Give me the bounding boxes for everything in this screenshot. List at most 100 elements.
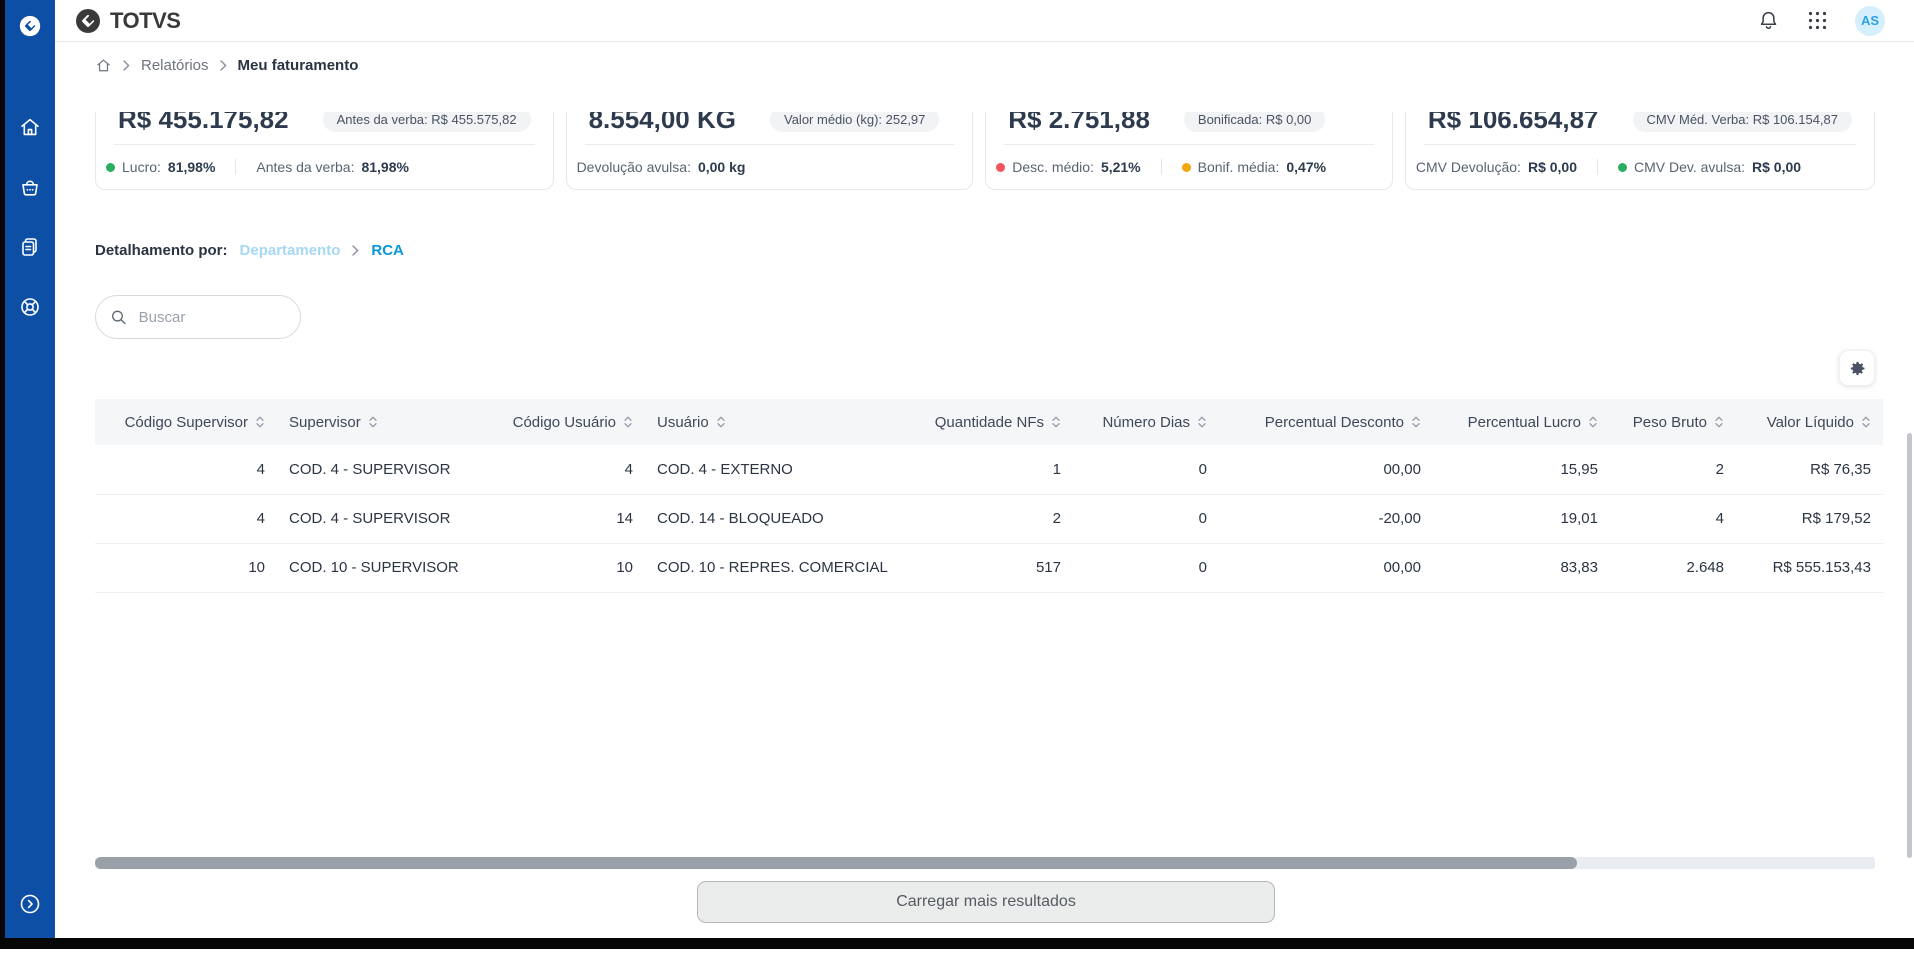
summary-cards: R$ 455.175,82 Antes da verba: R$ 455.575… (95, 112, 1875, 190)
cell-codigo-supervisor: 4 (256, 460, 265, 478)
cell-numero-dias: 0 (1198, 460, 1207, 478)
cell-usuario: COD. 14 - BLOQUEADO (657, 510, 824, 527)
notifications-button[interactable] (1757, 9, 1780, 32)
detail-by-label: Detalhamento por: (95, 242, 228, 259)
stat-cmv-dev-avulsa: CMV Dev. avulsa: R$ 0,00 (1597, 159, 1801, 175)
sort-icon (1715, 416, 1723, 428)
card-descontos: R$ 2.751,88 Bonificada: R$ 0,00 Desc. mé… (985, 112, 1393, 190)
detail-step-rca[interactable]: RCA (371, 242, 404, 259)
table-row: 4 COD. 4 - SUPERVISOR 14 COD. 14 - BLOQU… (95, 494, 1883, 543)
apps-menu-button[interactable] (1807, 10, 1828, 31)
totvs-brand[interactable]: TOTVS (73, 6, 181, 36)
window-left-edge (0, 0, 5, 949)
cell-percentual-lucro: 83,83 (1560, 559, 1598, 576)
results-table: Código Supervisor Supervisor Código Usuá… (95, 399, 1883, 593)
cell-peso-bruto: 4 (1715, 510, 1724, 527)
cell-percentual-desconto: 00,00 (1383, 559, 1421, 576)
sidebar-item-help[interactable] (18, 295, 42, 319)
brand-wordmark: TOTVS (110, 7, 181, 33)
stat-devolucao-avulsa: Devolução avulsa: 0,00 kg (576, 159, 746, 175)
help-buoy-icon (21, 298, 39, 316)
card-badge: CMV Méd. Verba: R$ 106.154,87 (1632, 112, 1853, 132)
column-header-supervisor[interactable]: Supervisor (277, 399, 470, 445)
divider (1423, 144, 1857, 145)
stat-lucro: Lucro: 81,98% (106, 159, 215, 175)
card-value: R$ 106.654,87 (1427, 112, 1599, 134)
search-icon (112, 310, 126, 324)
table-settings-button[interactable] (1839, 350, 1875, 386)
sort-icon (1412, 416, 1420, 428)
page-body: R$ 455.175,82 Antes da verba: R$ 455.575… (55, 112, 1914, 973)
breadcrumb-home-icon[interactable] (95, 57, 112, 74)
search-input[interactable] (138, 308, 290, 326)
cell-numero-dias: 0 (1198, 559, 1207, 576)
cell-supervisor: COD. 10 - SUPERVISOR (289, 559, 459, 576)
cell-numero-dias: 0 (1198, 510, 1207, 527)
divider (584, 144, 955, 145)
card-badge: Valor médio (kg): 252,97 (770, 112, 940, 132)
breadcrumb-item-relatorios[interactable]: Relatórios (141, 56, 209, 74)
sort-icon (1052, 416, 1060, 428)
cell-codigo-supervisor: 10 (248, 559, 265, 576)
red-dot-icon (996, 162, 1006, 172)
cell-quantidade-nfs: 517 (1035, 559, 1061, 576)
green-dot-icon (106, 162, 115, 172)
card-valor-liquido: R$ 455.175,82 Antes da verba: R$ 455.575… (95, 112, 554, 190)
sidebar-item-home[interactable] (18, 115, 42, 139)
card-value: R$ 455.175,82 (118, 112, 289, 134)
column-header-numero-dias[interactable]: Número Dias (1073, 399, 1219, 445)
cell-usuario: COD. 10 - REPRES. COMERCIAL (657, 559, 888, 576)
home-icon (21, 118, 39, 136)
orange-dot-icon (1181, 162, 1191, 172)
sort-icon (1589, 416, 1597, 428)
cell-valor-liquido: R$ 555.153,43 (1772, 559, 1871, 576)
card-peso: 8.554,00 KG Valor médio (kg): 252,97 Dev… (565, 112, 974, 190)
card-value: R$ 2.751,88 (1008, 112, 1150, 134)
user-avatar[interactable]: AS (1855, 5, 1885, 36)
cell-supervisor: COD. 4 - SUPERVISOR (289, 510, 451, 527)
cell-percentual-lucro: 19,01 (1560, 510, 1598, 527)
horizontal-scrollbar-track[interactable] (95, 857, 1875, 869)
column-header-percentual-lucro[interactable]: Percentual Lucro (1433, 399, 1610, 445)
cell-supervisor: COD. 4 - SUPERVISOR (289, 460, 451, 478)
stat-bonif-media: Bonif. média: 0,47% (1160, 159, 1326, 175)
cell-valor-liquido: R$ 76,35 (1810, 460, 1871, 478)
load-more-button[interactable]: Carregar mais resultados (697, 881, 1275, 923)
column-header-peso-bruto[interactable]: Peso Bruto (1610, 399, 1736, 445)
cell-valor-liquido: R$ 179,52 (1801, 510, 1871, 527)
chevron-right-icon (352, 245, 359, 256)
column-header-percentual-desconto[interactable]: Percentual Desconto (1219, 399, 1433, 445)
sidebar-expand-button[interactable] (18, 892, 42, 921)
sort-icon (256, 416, 264, 428)
column-header-codigo-usuario[interactable]: Código Usuário (470, 399, 645, 445)
documents-icon (22, 238, 37, 256)
sort-icon (716, 416, 725, 428)
sidebar-item-store[interactable] (18, 175, 42, 199)
card-badge: Antes da verba: R$ 455.575,82 (322, 112, 531, 132)
horizontal-scrollbar-thumb[interactable] (95, 857, 1577, 869)
stat-antes-da-verba: Antes da verba: 81,98% (235, 159, 409, 175)
summary-cards-clip: R$ 455.175,82 Antes da verba: R$ 455.575… (95, 112, 1875, 190)
sidebar-item-reports[interactable] (18, 235, 42, 259)
card-cmv: R$ 106.654,87 CMV Méd. Verba: R$ 106.154… (1404, 112, 1875, 190)
bell-icon (1760, 11, 1777, 30)
green-dot-icon (1618, 162, 1627, 172)
detail-step-departamento[interactable]: Departamento (239, 242, 341, 259)
cell-quantidade-nfs: 1 (1052, 460, 1061, 478)
totvs-sidebar-logo-icon[interactable] (17, 13, 43, 39)
sort-icon (1198, 416, 1206, 428)
column-header-quantidade-nfs[interactable]: Quantidade NFs (905, 399, 1073, 445)
column-header-usuario[interactable]: Usuário (645, 399, 905, 445)
cell-codigo-usuario: 14 (616, 510, 633, 527)
cell-quantidade-nfs: 2 (1052, 510, 1061, 527)
column-header-valor-liquido[interactable]: Valor Líquido (1736, 399, 1883, 445)
cell-usuario: COD. 4 - EXTERNO (657, 460, 793, 478)
vertical-scrollbar-thumb[interactable] (1907, 433, 1912, 858)
stat-desc-medio: Desc. médio: 5,21% (996, 159, 1141, 175)
stat-cmv-devolucao: CMV Devolução: R$ 0,00 (1415, 159, 1577, 175)
apps-grid-icon (1808, 11, 1827, 30)
gear-icon (1850, 361, 1864, 375)
sort-icon (369, 416, 377, 428)
cell-percentual-desconto: 00,00 (1383, 460, 1421, 478)
column-header-codigo-supervisor[interactable]: Código Supervisor (95, 399, 277, 445)
